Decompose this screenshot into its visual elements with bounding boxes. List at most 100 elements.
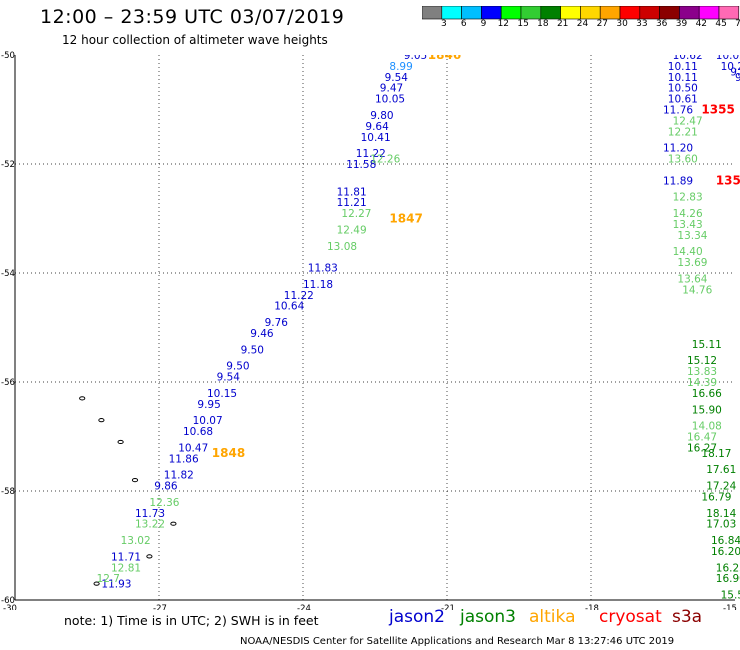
wave-height-label-jason3: 17.61 — [706, 464, 736, 476]
wave-height-label-jason2: 9.86 — [154, 481, 178, 493]
y-tick-label: -58 — [1, 487, 15, 497]
wave-height-label-jason2-light: 8.99 — [389, 61, 412, 73]
wave-height-label-jason2: 10.22 — [721, 61, 740, 73]
wave-height-label-jason2: 11.21 — [337, 197, 367, 209]
wave-height-label-jason2: 9.50 — [226, 361, 249, 373]
island-outline — [98, 418, 105, 423]
x-tick-label: -27 — [153, 604, 167, 610]
colorbar-tick-label: 24 — [576, 19, 589, 29]
colorbar-tick-label: 36 — [655, 19, 668, 29]
legend-jason2: jason2 — [389, 607, 445, 627]
wave-height-label-jason3-light: 14.76 — [682, 284, 712, 296]
colorbar-tick-label: 12 — [497, 19, 510, 29]
wave-height-label-jason3-light: 13.64 — [677, 273, 707, 285]
wave-height-label-jason3-light: 12.21 — [668, 126, 698, 138]
wave-height-label-jason3: 15.5 — [721, 590, 740, 602]
colorbar-tick-label: 18 — [537, 19, 549, 29]
y-tick-label: -50 — [1, 51, 15, 61]
wave-height-label-jason3-light: 12.26 — [370, 154, 400, 166]
y-tick-label: -54 — [1, 269, 15, 279]
wave-height-label-jason3-light: 12.47 — [673, 115, 703, 127]
island-outline — [170, 521, 177, 526]
wave-height-label-jason2: 11.18 — [303, 279, 333, 291]
wave-height-label-altika: 1848 — [212, 446, 245, 460]
wave-height-label-jason2: 10.41 — [361, 132, 391, 144]
wave-height-label-jason3-light: 16.47 — [687, 432, 717, 444]
wave-height-label-jason3-light: 12.81 — [111, 562, 141, 574]
wave-height-label-jason3-light: 13.69 — [677, 257, 707, 269]
wave-height-label-jason2: 11.86 — [169, 453, 199, 465]
wave-height-label-altika: 1847 — [389, 212, 422, 226]
wave-height-label-jason2: 11.89 — [663, 175, 693, 187]
colorbar-tick-label: 15 — [517, 19, 529, 29]
wave-height-label-jason3: 16.23 — [716, 562, 740, 574]
island-outline — [93, 581, 100, 586]
colorbar-ticks: 36912151821242730333639424570(ft) — [422, 19, 740, 33]
wave-height-label-jason3: 16.27 — [687, 442, 717, 454]
colorbar-tick-label: 42 — [695, 19, 708, 29]
wave-height-label-jason2: 11.58 — [346, 159, 376, 171]
wave-height-label-jason2: 10.62 — [673, 50, 703, 62]
wave-height-label-jason3-light: 14.26 — [673, 208, 703, 220]
wave-height-label-jason3: 15.11 — [692, 339, 722, 351]
wave-height-label-jason3-light: 13.43 — [673, 219, 703, 231]
legend-s3a: s3a — [672, 607, 703, 627]
wave-height-label-jason3-light: 12.7 — [97, 573, 120, 585]
x-tick-label: -30 — [3, 604, 17, 610]
colorbar-swatch — [718, 6, 740, 20]
wave-height-label-cryosat: 1355 — [701, 103, 734, 117]
wave-height-label-jason2: 10.05 — [716, 50, 740, 62]
chart-title: 12:00 – 23:59 UTC 03/07/2019 — [40, 6, 345, 28]
wave-height-label-jason2: 10.07 — [193, 415, 223, 427]
colorbar-tick-label: 39 — [675, 19, 688, 29]
wave-height-label-altika: 1846 — [428, 48, 461, 62]
credit-text: NOAA/NESDIS Center for Satellite Applica… — [240, 636, 675, 647]
wave-height-label-jason2: 9.54 — [217, 372, 241, 384]
wave-height-label-jason3-light: 12.83 — [673, 192, 703, 204]
colorbar-tick-label: 30 — [616, 19, 628, 29]
wave-height-label-jason3: 16.79 — [701, 491, 731, 503]
wave-height-label-jason3: 16.66 — [692, 388, 722, 400]
y-tick-label: -60 — [1, 596, 15, 606]
wave-height-label-jason3: 16.3 — [725, 600, 740, 610]
colorbar-tick-label: 21 — [556, 19, 569, 29]
colorbar-tick-label: 70 — [735, 19, 740, 29]
island-outline — [117, 439, 124, 445]
wave-height-label-jason3-light: 12.36 — [149, 497, 179, 509]
wave-height-label-jason3-light: 14.40 — [673, 246, 703, 258]
wave-height-label-jason2: 10.68 — [183, 426, 213, 438]
wave-height-label-jason2: 10.11 — [668, 72, 698, 84]
wave-height-label-jason2: 9.19 — [730, 66, 740, 78]
wave-height-label-jason3-light: 13.34 — [677, 230, 707, 242]
wave-height-label-jason3: 18.14 — [706, 508, 736, 520]
colorbar-tick-label: 27 — [596, 19, 609, 29]
wave-height-label-jason2: 11.73 — [135, 508, 165, 520]
wave-height-label-jason3: 15.90 — [692, 404, 722, 416]
wave-height-label-jason3-light: 13.02 — [121, 535, 151, 547]
wave-height-label-jason2: 9.7 — [735, 72, 740, 84]
wave-height-label-jason2: 9.46 — [250, 328, 274, 340]
wave-height-label-jason2: 10.05 — [375, 94, 405, 106]
wave-height-label-jason2: 9.80 — [370, 110, 393, 122]
wave-height-label-jason3-light: 14.08 — [692, 421, 722, 433]
wave-height-label-jason2: 10.47 — [178, 442, 208, 454]
y-tick-label: -56 — [1, 378, 15, 388]
wave-height-label-jason2: 10.61 — [668, 94, 698, 106]
colorbar-tick-label: 33 — [636, 19, 648, 29]
x-tick-label: -18 — [585, 604, 599, 610]
wave-height-label-jason2: 11.22 — [284, 290, 314, 302]
wave-height-label-jason2: 9.95 — [197, 399, 220, 411]
chart-subtitle: 12 hour collection of altimeter wave hei… — [62, 33, 328, 47]
wave-height-label-jason2: 9.76 — [265, 317, 289, 329]
wave-height-label-jason3-light: 12.49 — [337, 224, 367, 236]
wave-height-label-jason2: 9.50 — [241, 344, 264, 356]
wave-height-label-jason3: 17.03 — [706, 519, 736, 531]
x-tick-label: -21 — [441, 604, 455, 610]
colorbar-tick-label: 9 — [480, 19, 487, 29]
y-tick-label: -52 — [1, 160, 15, 170]
wave-height-label-jason2: 9.64 — [365, 121, 389, 133]
wave-height-label-jason3: 15.12 — [687, 355, 717, 367]
wave-height-label-jason2: 10.11 — [668, 61, 698, 73]
wave-height-label-jason2: 9.47 — [380, 83, 403, 95]
x-tick-label: -24 — [297, 604, 311, 610]
